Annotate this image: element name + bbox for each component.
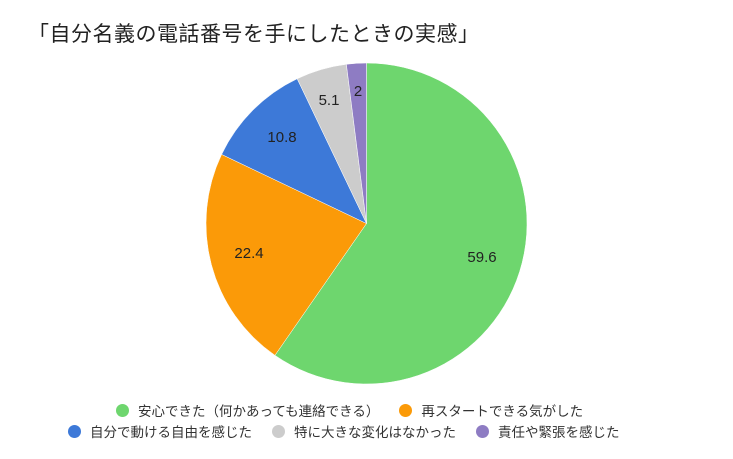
legend-dot-icon <box>399 403 413 417</box>
pie-slice[interactable] <box>346 62 367 224</box>
pie-slice[interactable] <box>274 62 528 385</box>
slice-value-label: 22.4 <box>234 245 263 262</box>
legend-item-responsibility[interactable]: 責任や緊張を感じた <box>476 421 620 441</box>
legend-row-1: 安心できた（何かあっても連絡できる） 再スタートできる気がした <box>116 400 603 420</box>
legend-item-restart[interactable]: 再スタートできる気がした <box>399 400 583 420</box>
legend-dot-icon <box>68 424 81 438</box>
legend-dot-icon <box>476 424 489 438</box>
legend-label: 特に大きな変化はなかった <box>294 425 456 441</box>
legend-label: 責任や緊張を感じた <box>498 425 620 441</box>
legend-item-no-change[interactable]: 特に大きな変化はなかった <box>272 421 456 441</box>
pie-slice[interactable] <box>205 154 367 356</box>
slice-value-label: 2 <box>354 83 362 100</box>
legend-row-2: 自分で動ける自由を感じた 特に大きな変化はなかった 責任や緊張を感じた <box>68 421 640 441</box>
slice-value-label: 59.6 <box>467 249 496 266</box>
legend-item-anshin[interactable]: 安心できた（何かあっても連絡できる） <box>116 400 379 420</box>
legend-dot-icon <box>272 424 285 438</box>
legend-label: 安心できた（何かあっても連絡できる） <box>138 404 380 420</box>
pie-slice[interactable] <box>221 78 368 225</box>
slice-value-label: 10.8 <box>267 129 296 146</box>
legend-label: 再スタートできる気がした <box>421 404 584 420</box>
legend-item-freedom[interactable]: 自分で動ける自由を感じた <box>68 421 252 441</box>
pie-slices <box>205 62 528 385</box>
legend-dot-icon <box>116 403 129 417</box>
legend-label: 自分で動ける自由を感じた <box>90 425 252 441</box>
chart-title: 「自分名義の電話番号を手にしたときの実感」 <box>28 22 480 46</box>
slice-value-label: 5.1 <box>319 92 340 109</box>
pie-value-labels: 59.6 22.4 10.8 5.1 2 <box>234 83 496 266</box>
